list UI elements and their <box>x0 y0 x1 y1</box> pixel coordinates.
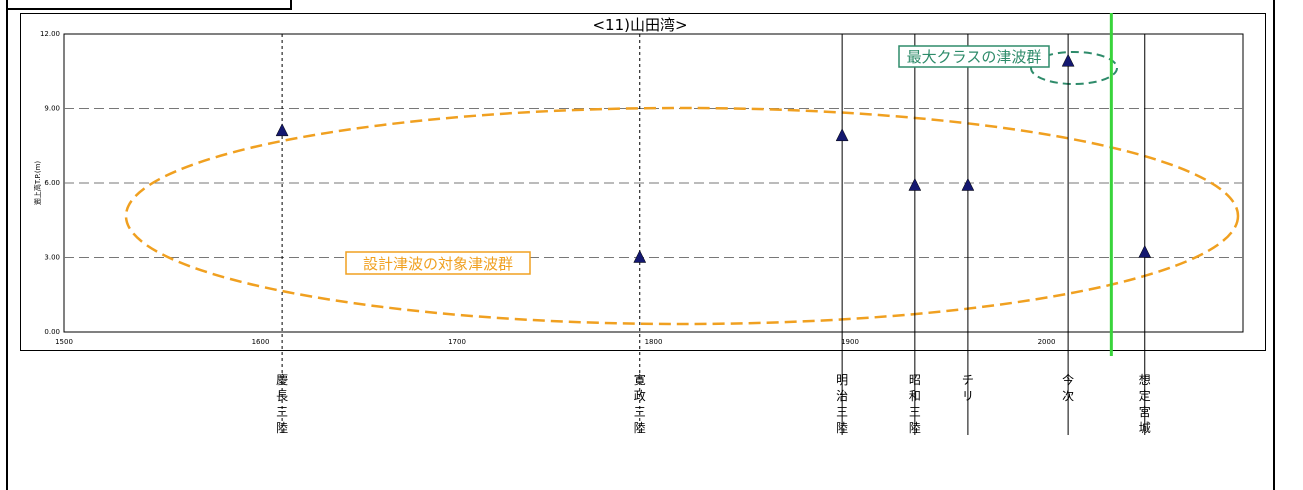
event-label: 慶長三陸 <box>276 373 288 435</box>
data-point-marker <box>835 128 849 142</box>
header-box <box>6 0 292 10</box>
event-label: 今次 <box>1062 372 1074 403</box>
event-label: チリ <box>962 373 974 403</box>
max-group-ellipse <box>1030 51 1118 85</box>
data-point-marker <box>1138 244 1152 258</box>
y-tick-label: 9.00 <box>44 105 60 113</box>
max-group-label-box <box>898 45 1050 68</box>
data-point-marker <box>908 177 922 191</box>
design-group-label-box <box>345 251 531 275</box>
y-tick-label: 0.00 <box>44 328 60 336</box>
x-tick-label: 1500 <box>55 338 73 346</box>
event-label: 明治三陸 <box>836 373 848 435</box>
max-group-label: 最大クラスの津波群 <box>907 48 1042 66</box>
y-tick-label: 3.00 <box>44 254 60 262</box>
design-group-ellipse <box>124 106 1240 326</box>
data-point-marker <box>275 123 289 137</box>
chart-title: <11)山田湾> <box>592 16 687 34</box>
event-label: 昭和三陸 <box>909 373 921 435</box>
y-tick-label: 6.00 <box>44 179 60 187</box>
x-tick-label: 2000 <box>1038 338 1056 346</box>
event-label: 想定宮城 <box>1139 372 1151 435</box>
design-group-label: 設計津波の対象津波群 <box>363 255 513 273</box>
y-tick-label: 12.00 <box>40 30 60 38</box>
y-axis-label: 遡上高T.P.(m) <box>33 161 42 206</box>
x-tick-label: 1800 <box>645 338 663 346</box>
x-tick-label: 1600 <box>252 338 270 346</box>
page-frame <box>6 0 1275 490</box>
data-point-marker <box>1061 53 1075 67</box>
data-point-marker <box>633 249 647 263</box>
chart-frame <box>20 13 1266 351</box>
x-tick-label: 1900 <box>841 338 859 346</box>
x-tick-label: 1700 <box>448 338 466 346</box>
event-label: 寛政三陸 <box>634 372 646 435</box>
data-point-marker <box>961 177 975 191</box>
